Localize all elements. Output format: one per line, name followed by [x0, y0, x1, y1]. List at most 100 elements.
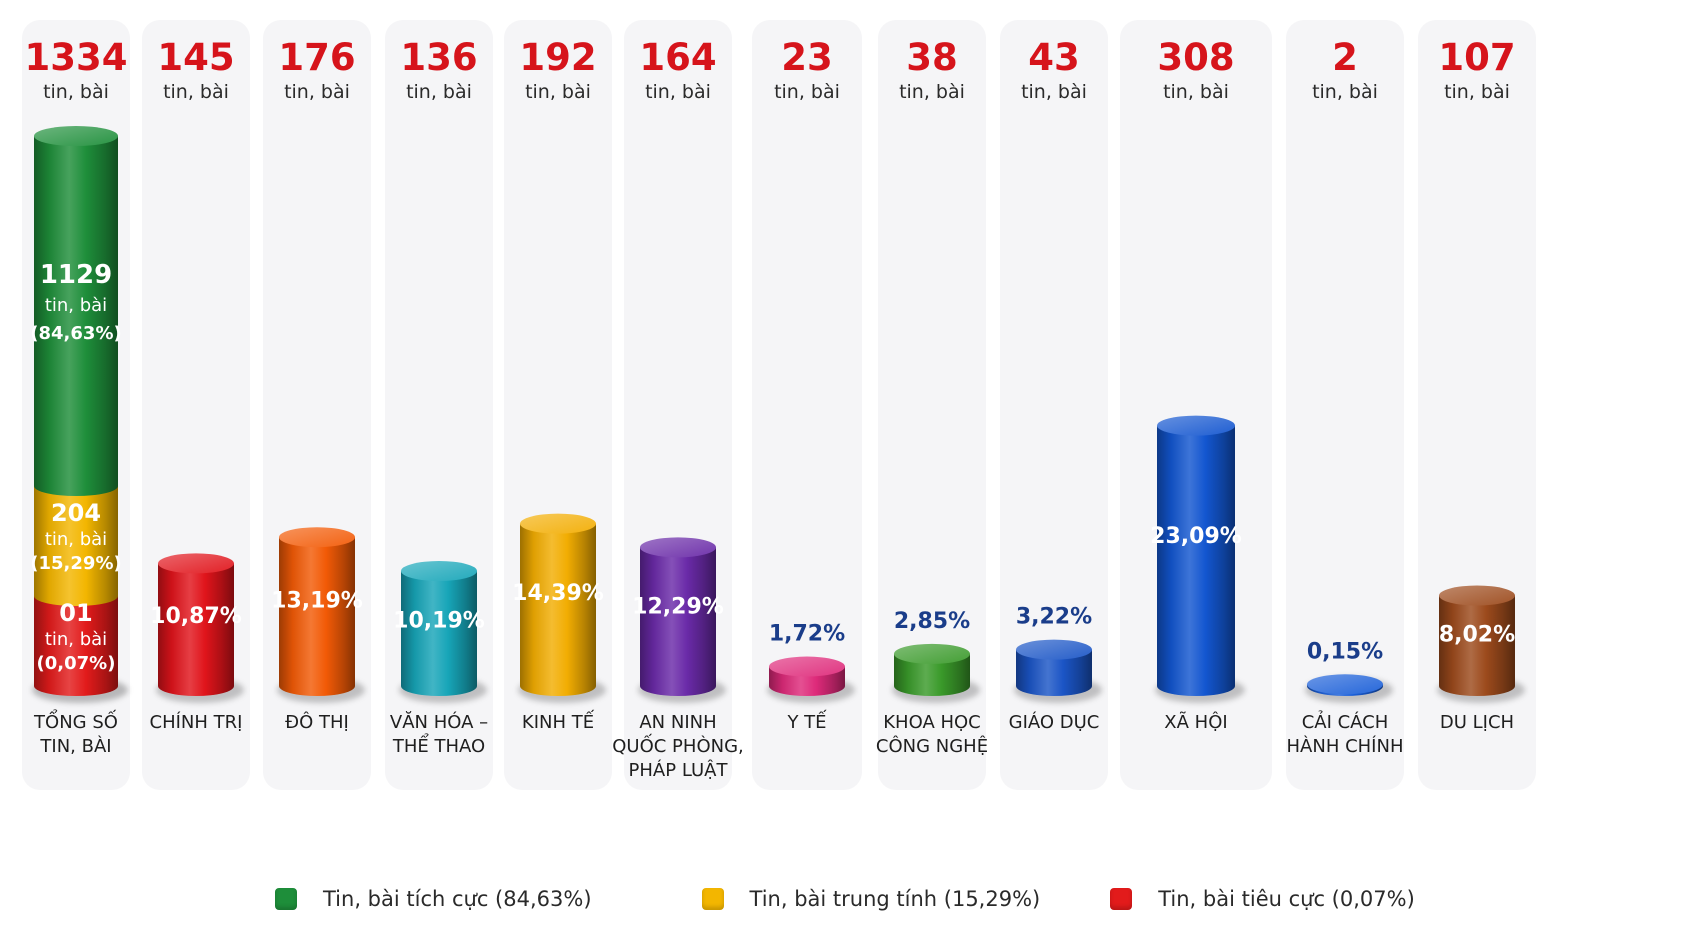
column-panel [752, 20, 862, 790]
bar-top [401, 561, 477, 582]
segment-unit-label: tin, bài [45, 295, 107, 316]
legend-item-positive: Tin, bài tích cực (84,63%) [275, 887, 592, 911]
bar [640, 547, 716, 696]
bar-cylinder [767, 656, 855, 703]
bar-cylinder [1155, 415, 1245, 703]
percent-label: 14,39% [512, 581, 604, 606]
bar-cylinder [1014, 639, 1102, 703]
bar-top [520, 513, 596, 534]
bar [279, 537, 355, 696]
category-label: CẢI CÁCH [1302, 710, 1389, 733]
bar [1016, 649, 1092, 696]
bar-cylinder [638, 537, 726, 703]
bar-top [1016, 639, 1092, 660]
category-label: ĐÔ THỊ [285, 711, 349, 733]
percent-label: 13,19% [271, 589, 363, 614]
percent-label: 1,72% [769, 622, 845, 647]
segment-percent-label: (15,29%) [30, 553, 121, 574]
segment-unit-label: tin, bài [45, 529, 107, 550]
bar-top [1439, 585, 1515, 606]
value-label: 38 [906, 36, 958, 79]
total-segment [34, 596, 118, 696]
value-label: 308 [1157, 36, 1234, 79]
category-column [1286, 20, 1404, 790]
segment-unit-label: tin, bài [45, 629, 107, 650]
category-label: HÀNH CHÍNH [1287, 735, 1404, 757]
unit-label: tin, bài [645, 81, 711, 103]
value-label: 192 [519, 36, 596, 79]
unit-label: tin, bài [899, 81, 965, 103]
bar-cylinder [399, 561, 487, 703]
bar-top [279, 527, 355, 548]
segment-percent-label: (0,07%) [37, 653, 116, 674]
percent-label: 0,15% [1307, 639, 1383, 664]
legend: Tin, bài tích cực (84,63%) Tin, bài trun… [275, 885, 1435, 913]
bar-cylinder [277, 527, 365, 703]
value-label: 23 [781, 36, 833, 79]
unit-label: tin, bài [1444, 81, 1510, 103]
category-label: GIÁO DỤC [1009, 711, 1100, 733]
category-column [1000, 20, 1108, 790]
category-label: CHÍNH TRỊ [150, 711, 243, 733]
bar-top [34, 126, 118, 146]
legend-label-positive: Tin, bài tích cực (84,63%) [323, 887, 592, 911]
category-label: CÔNG NGHỆ [876, 735, 988, 757]
category-label: QUỐC PHÒNG, [612, 733, 744, 757]
bar [158, 563, 234, 696]
segment-value-label: 01 [59, 599, 92, 627]
percent-label: 2,85% [894, 609, 970, 634]
total-segment [34, 486, 118, 606]
category-label: TIN, BÀI [39, 735, 111, 757]
value-label: 176 [278, 36, 355, 79]
legend-item-neutral: Tin, bài trung tính (15,29%) [701, 887, 1041, 911]
bar [520, 523, 596, 696]
bar-cylinder [156, 553, 244, 703]
legend-item-negative: Tin, bài tiêu cực (0,07%) [1110, 887, 1415, 911]
bar-cylinder [1305, 674, 1393, 703]
percent-label: 10,19% [393, 608, 485, 633]
category-label: TỔNG SỐ [33, 709, 118, 733]
value-label: 136 [400, 36, 477, 79]
unit-label: tin, bài [774, 81, 840, 103]
category-label: Y TẾ [786, 709, 827, 733]
legend-label-negative: Tin, bài tiêu cực (0,07%) [1158, 887, 1415, 911]
column-panel [1000, 20, 1108, 790]
bar-top [1157, 415, 1235, 436]
value-label: 164 [639, 36, 716, 79]
category-label: THỂ THAO [392, 733, 485, 757]
unit-label: tin, bài [284, 81, 350, 103]
value-label: 1334 [25, 36, 128, 79]
legend-swatch-positive [275, 888, 297, 910]
segment-value-label: 1129 [40, 260, 112, 290]
unit-label: tin, bài [1163, 81, 1229, 103]
category-label: VĂN HÓA – [390, 711, 488, 733]
unit-label: tin, bài [1312, 81, 1378, 103]
category-column [752, 20, 862, 790]
category-label: DU LỊCH [1440, 712, 1514, 733]
bar-cylinder [1437, 585, 1525, 703]
value-label: 145 [157, 36, 234, 79]
unit-label: tin, bài [1021, 81, 1087, 103]
bar [894, 653, 970, 696]
category-label: KINH TẾ [522, 709, 595, 733]
category-label: XÃ HỘI [1164, 711, 1227, 733]
unit-label: tin, bài [406, 81, 472, 103]
percent-label: 10,87% [150, 604, 242, 629]
bar [34, 136, 118, 496]
percent-label: 3,22% [1016, 605, 1092, 630]
legend-label-neutral: Tin, bài trung tính (15,29%) [749, 887, 1041, 911]
bar [34, 596, 118, 696]
percent-label: 8,02% [1439, 623, 1515, 648]
category-label: KHOA HỌC [883, 712, 981, 733]
bar [34, 486, 118, 606]
bar-top [769, 656, 845, 677]
segment-value-label: 204 [51, 499, 101, 527]
bar [401, 571, 477, 696]
bar [1157, 425, 1235, 696]
value-label: 43 [1028, 36, 1080, 79]
category-label: AN NINH [639, 712, 716, 733]
total-segment [34, 126, 118, 496]
bar-top [640, 537, 716, 558]
value-label: 2 [1332, 36, 1358, 79]
